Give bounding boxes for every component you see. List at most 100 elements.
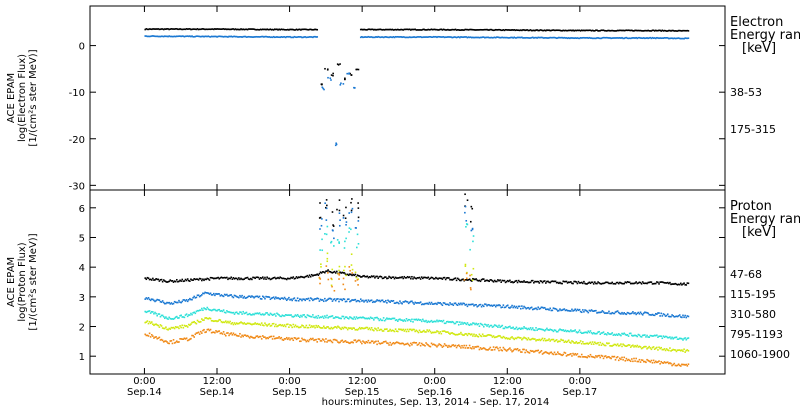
data-point [660, 30, 663, 32]
data-point [330, 340, 333, 343]
data-point [597, 30, 599, 32]
data-point [684, 337, 686, 339]
data-point [565, 29, 568, 32]
data-point-spike [348, 227, 351, 229]
data-point [150, 334, 153, 336]
data-point [452, 332, 455, 335]
data-point [440, 344, 443, 347]
data-point [353, 274, 356, 277]
data-point-spike [325, 265, 328, 267]
data-point [617, 29, 620, 32]
data-point [238, 322, 240, 325]
data-point [310, 315, 313, 318]
data-point [306, 339, 309, 342]
data-point [567, 37, 570, 39]
data-point [527, 351, 530, 354]
data-point [350, 341, 352, 344]
data-point [586, 36, 588, 39]
data-point [676, 338, 679, 340]
data-point [250, 335, 252, 338]
data-point [420, 342, 423, 345]
data-point [185, 299, 188, 301]
data-point [148, 298, 151, 301]
x-tick-time-label: 0:00 [133, 376, 155, 387]
data-point [681, 363, 683, 366]
data-point [242, 310, 244, 313]
data-point [331, 341, 334, 344]
data-point [293, 326, 296, 328]
data-point [462, 36, 464, 39]
data-point [226, 28, 228, 31]
data-point [604, 344, 607, 347]
data-point [450, 29, 452, 31]
data-point [449, 302, 451, 304]
data-point [362, 28, 364, 31]
data-point [681, 316, 683, 319]
data-point [491, 326, 494, 328]
data-point [322, 317, 325, 319]
data-point [509, 347, 511, 349]
data-point [676, 349, 679, 351]
data-point [317, 338, 320, 340]
data-point [503, 348, 506, 350]
data-point [671, 349, 673, 352]
data-point [549, 36, 551, 39]
data-point [277, 276, 279, 279]
data-point [499, 36, 501, 39]
data-point [294, 314, 297, 316]
data-point [524, 337, 526, 339]
data-point [217, 28, 219, 30]
data-point [382, 300, 385, 303]
data-point [175, 28, 178, 30]
data-point [461, 278, 463, 281]
data-point [157, 324, 160, 327]
data-point [511, 281, 513, 283]
data-point [213, 320, 215, 323]
data-point [327, 339, 329, 342]
data-point [567, 281, 570, 283]
data-point [490, 324, 493, 327]
data-point [571, 330, 573, 333]
data-point [367, 328, 370, 331]
data-point [464, 347, 467, 349]
x-tick-date-label: Sep.16 [490, 387, 525, 398]
data-point [209, 317, 212, 320]
data-point [498, 334, 500, 337]
data-point [166, 328, 168, 331]
data-point [275, 323, 277, 326]
data-point [189, 35, 191, 37]
data-point [547, 329, 549, 331]
data-point [619, 357, 621, 360]
data-point [411, 300, 413, 303]
data-point [588, 29, 591, 32]
data-point [437, 344, 439, 347]
data-point [273, 337, 276, 340]
data-point [250, 36, 252, 38]
data-point [673, 30, 676, 32]
data-point [324, 297, 326, 300]
data-point [426, 29, 428, 31]
data-point [637, 311, 640, 314]
data-point [292, 316, 295, 318]
data-point [592, 332, 595, 334]
data-point [281, 338, 284, 341]
data-point [264, 322, 266, 325]
data-point [665, 37, 668, 39]
data-point [246, 334, 249, 337]
data-point [218, 293, 221, 295]
data-point [279, 36, 282, 39]
data-point-spike [338, 265, 341, 268]
data-point [680, 349, 682, 352]
data-point [371, 340, 374, 343]
data-point [619, 29, 621, 32]
data-point [644, 37, 646, 40]
data-point [607, 281, 609, 284]
data-point [395, 301, 398, 304]
data-point [358, 300, 361, 303]
data-point [561, 329, 563, 332]
data-point [313, 339, 315, 342]
data-point [529, 281, 532, 284]
data-point [404, 36, 407, 39]
x-tick-time-label: 12:00 [348, 376, 377, 387]
data-point [401, 319, 403, 322]
